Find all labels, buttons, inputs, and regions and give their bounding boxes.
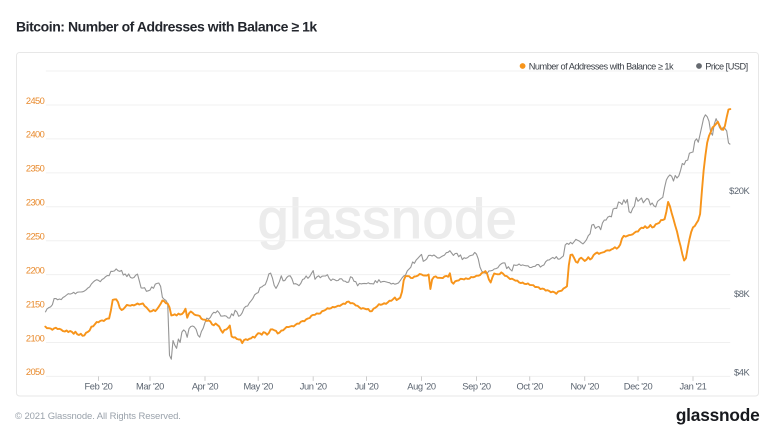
- svg-text:© 2021 Glassnode. All Rights R: © 2021 Glassnode. All Rights Reserved.: [15, 411, 181, 422]
- svg-text:$8K: $8K: [734, 289, 751, 299]
- svg-text:$20K: $20K: [729, 186, 750, 196]
- svg-text:2350: 2350: [26, 164, 45, 174]
- svg-text:glassnode: glassnode: [676, 405, 760, 425]
- svg-text:2200: 2200: [26, 265, 45, 275]
- svg-text:2050: 2050: [26, 367, 45, 377]
- svg-text:Feb '20: Feb '20: [85, 381, 113, 391]
- svg-text:2100: 2100: [26, 333, 45, 343]
- svg-text:Bitcoin: Number of Addresses w: Bitcoin: Number of Addresses with Balanc…: [16, 19, 317, 35]
- svg-text:Price [USD]: Price [USD]: [705, 61, 748, 71]
- svg-text:2300: 2300: [26, 198, 45, 208]
- svg-text:Jun '20: Jun '20: [300, 381, 327, 391]
- svg-text:2150: 2150: [26, 299, 45, 309]
- svg-text:Mar '20: Mar '20: [136, 381, 164, 391]
- svg-text:Number of Addresses with Balan: Number of Addresses with Balance ≥ 1k: [529, 61, 674, 71]
- svg-text:glassnode: glassnode: [258, 187, 518, 250]
- svg-text:May '20: May '20: [243, 381, 273, 391]
- svg-text:$4K: $4K: [734, 368, 751, 378]
- svg-text:2250: 2250: [26, 232, 45, 242]
- svg-text:Jan '21: Jan '21: [680, 381, 707, 391]
- svg-text:Apr '20: Apr '20: [192, 381, 219, 391]
- svg-text:2400: 2400: [26, 130, 45, 140]
- svg-text:Jul '20: Jul '20: [355, 381, 379, 391]
- svg-text:Aug '20: Aug '20: [407, 381, 436, 391]
- svg-text:Sep '20: Sep '20: [462, 381, 491, 391]
- svg-text:2450: 2450: [26, 96, 45, 106]
- svg-text:Nov '20: Nov '20: [570, 381, 599, 391]
- svg-text:Dec '20: Dec '20: [624, 381, 653, 391]
- svg-text:Oct '20: Oct '20: [517, 381, 544, 391]
